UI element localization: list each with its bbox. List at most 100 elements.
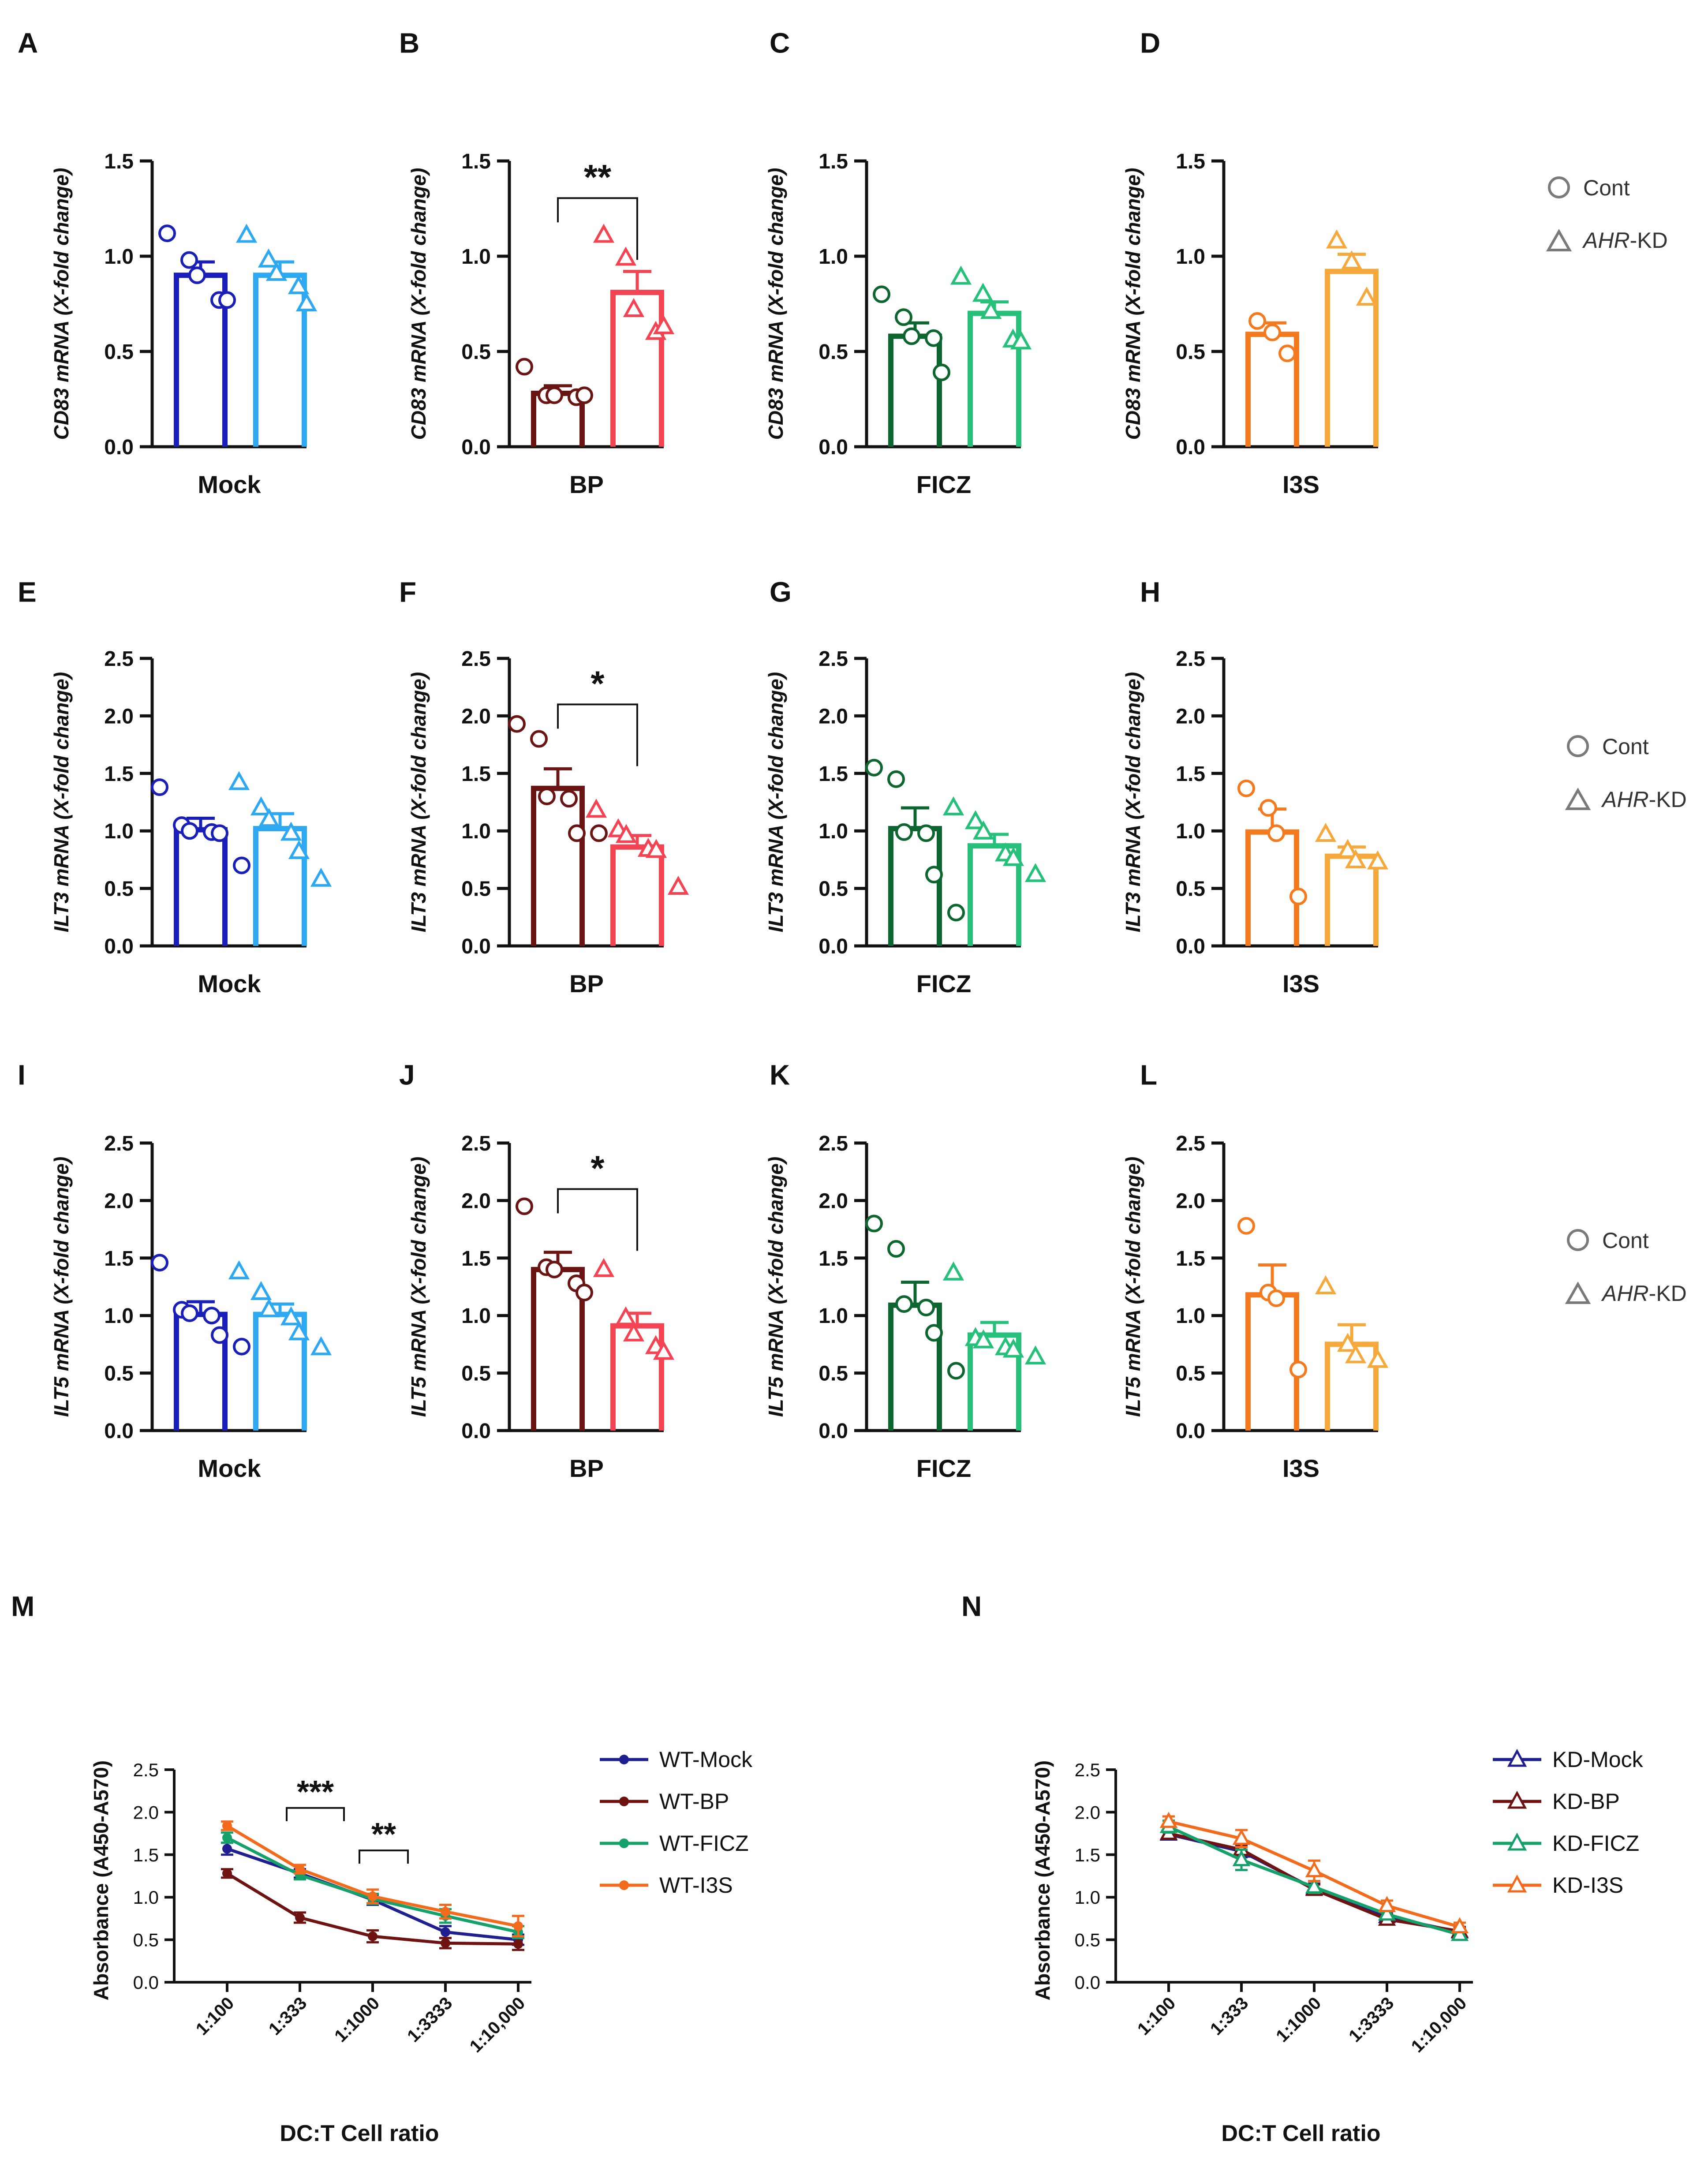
data-point-circle	[895, 1295, 913, 1313]
data-point	[1232, 1850, 1251, 1866]
panel-letter: C	[770, 27, 790, 59]
y-tick-label: 2.0	[104, 705, 134, 728]
legend-cont-marker	[1548, 176, 1570, 198]
y-tick-label: 2.0	[461, 705, 491, 728]
data-point-triangle	[980, 300, 1002, 319]
bar-panel-J: J 0.0 0.5 1.0 1.5 2.0 2.5 BP ILT5 mRNA (X-fold c…	[399, 1059, 675, 1482]
data-point-circle	[873, 285, 890, 303]
data-point-triangle	[653, 315, 675, 334]
data-point-circle	[576, 386, 593, 404]
data-point-circle	[1278, 344, 1296, 362]
panel-letter: J	[399, 1059, 415, 1091]
legend-cont-label: Cont	[1602, 1228, 1649, 1253]
x-tick-label: 1:333	[1207, 1993, 1252, 2039]
data-point-triangle	[258, 807, 280, 827]
x-axis-label: Mock	[198, 1454, 261, 1482]
bar-panel-B: B 0.0 0.5 1.0 1.5 BP CD83 mRNA (X-fold change)…	[399, 27, 675, 498]
y-tick-label: 1.0	[104, 1304, 134, 1328]
data-point-triangle	[288, 275, 310, 295]
y-tick-label: 2.5	[461, 1132, 491, 1155]
y-axis-label: CD83 mRNA (X-fold change)	[1121, 168, 1144, 440]
data-point-circle	[925, 866, 943, 884]
data-point	[1305, 1877, 1323, 1894]
y-axis-label: ILT5 mRNA (X-fold change)	[50, 1157, 73, 1417]
data-point-triangle	[972, 1329, 994, 1349]
data-point-circle	[180, 251, 198, 269]
data-point-triangle	[1002, 847, 1024, 866]
data-point-circle	[233, 1338, 250, 1356]
y-tick-label: 2.5	[1176, 647, 1205, 671]
legend-kd-label: AHR-KD	[1601, 1281, 1687, 1306]
panel-letter: I	[18, 1059, 26, 1091]
y-tick-label: 0.5	[133, 1930, 159, 1950]
y-tick-label: 0.0	[1176, 436, 1205, 459]
y-tick-label: 0.5	[1176, 1362, 1205, 1386]
data-point-triangle	[950, 265, 972, 285]
legend-marker	[1507, 1749, 1527, 1767]
y-axis-label: ILT3 mRNA (X-fold change)	[50, 672, 73, 932]
data-point-circle	[865, 1214, 883, 1233]
y-tick-label: 0.0	[461, 935, 491, 958]
y-tick-label: 0.0	[818, 935, 848, 958]
y-tick-label: 0.5	[818, 340, 848, 364]
y-tick-label: 0.0	[1176, 1420, 1205, 1443]
bar-panel-K: K 0.0 0.5 1.0 1.5 2.0 2.5 FICZ ILT5 mRNA (X-fold…	[764, 1059, 1046, 1482]
data-point-triangle	[265, 262, 288, 281]
y-tick-label: 1.5	[1075, 1845, 1100, 1865]
y-tick-label: 2.0	[818, 1189, 848, 1213]
legend-row1: Cont AHR-KD	[1546, 176, 1668, 253]
y-tick-label: 2.5	[818, 1132, 848, 1155]
data-point	[1378, 1896, 1396, 1912]
data-point-triangle	[1345, 849, 1367, 869]
data-point	[222, 1833, 232, 1843]
y-axis-label: ILT3 mRNA (X-fold change)	[1121, 672, 1144, 932]
data-point-circle	[590, 824, 608, 842]
legend-label: WT-FICZ	[659, 1831, 749, 1856]
data-point	[222, 1844, 232, 1854]
y-axis-label: ILT5 mRNA (X-fold change)	[1121, 1157, 1144, 1417]
y-tick-label: 1.5	[818, 150, 848, 173]
bar-ahr-kd	[253, 273, 307, 447]
y-tick-label: 2.5	[1075, 1760, 1100, 1780]
legend-marker	[619, 1755, 629, 1764]
y-tick-label: 2.5	[1176, 1132, 1205, 1155]
data-point-triangle	[310, 1336, 332, 1356]
data-point-circle	[233, 856, 250, 874]
panel-letter: N	[961, 1590, 982, 1622]
data-point-triangle	[593, 1258, 615, 1277]
x-axis-label: FICZ	[916, 471, 971, 498]
y-tick-label: 2.5	[104, 647, 134, 671]
panel-letter: A	[18, 27, 38, 59]
y-tick-label: 1.5	[1176, 1247, 1205, 1270]
y-axis-label: ILT5 mRNA (X-fold change)	[764, 1157, 787, 1417]
y-tick-label: 2.5	[461, 647, 491, 671]
x-tick-label: 1:10,000	[466, 1993, 529, 2056]
y-tick-label: 2.0	[461, 1189, 491, 1213]
y-tick-label: 0.0	[818, 436, 848, 459]
data-point-circle	[516, 1197, 533, 1215]
data-point-circle	[865, 758, 883, 777]
legend-marker	[1507, 1832, 1527, 1851]
data-point-triangle	[228, 1260, 250, 1280]
data-point-circle	[947, 904, 965, 922]
y-tick-label: 0.5	[104, 1362, 134, 1386]
panel-letter: L	[1140, 1059, 1157, 1091]
y-tick-label: 1.0	[818, 245, 848, 269]
data-point	[1159, 1812, 1178, 1828]
y-tick-label: 1.0	[818, 1304, 848, 1328]
line-panel-M: M 0.0 0.5 1.0 1.5 2.0 2.5 1:100 1:333 1:1000 1:333…	[11, 1590, 753, 2146]
y-axis-label: ILT3 mRNA (X-fold change)	[764, 672, 787, 932]
data-point-triangle	[615, 824, 637, 843]
x-axis-label: BP	[569, 1454, 604, 1482]
y-tick-label: 2.0	[818, 705, 848, 728]
legend-row3: Cont AHR-KD	[1565, 1228, 1687, 1306]
y-tick-label: 0.0	[104, 436, 134, 459]
legend-marker	[1507, 1874, 1527, 1893]
significance-bracket	[557, 703, 638, 766]
legend-row2: Cont AHR-KD	[1565, 734, 1687, 812]
x-tick-label: 1:333	[265, 1993, 310, 2039]
y-axis-label: CD83 mRNA (X-fold change)	[50, 168, 73, 440]
data-point-triangle	[1367, 850, 1389, 870]
legend-marker	[619, 1838, 629, 1848]
